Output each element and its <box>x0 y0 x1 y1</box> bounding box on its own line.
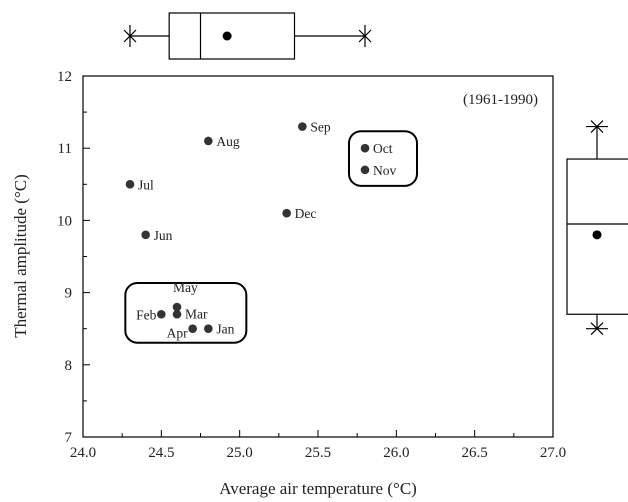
y-axis: 7 8 9 10 11 12 <box>57 69 90 446</box>
point-label: Jul <box>138 177 154 192</box>
annotation-period: (1961-1990) <box>463 92 538 108</box>
x-tick-label: 24.0 <box>70 445 96 461</box>
x-tick-label: 27.0 <box>540 445 566 461</box>
mean-marker <box>222 31 232 41</box>
extreme-marker <box>123 29 137 43</box>
group-boxes <box>124 130 418 344</box>
data-point <box>172 302 182 312</box>
y-tick-label: 7 <box>65 430 73 446</box>
x-tick-label: 26.5 <box>462 445 488 461</box>
boxplot-x <box>123 12 372 60</box>
point-label: Apr <box>167 326 188 341</box>
box-iqr <box>168 12 296 60</box>
x-tick-label: 24.5 <box>148 445 174 461</box>
y-axis-title: Thermal amplitude (°C) <box>11 174 30 338</box>
data-point <box>188 324 197 334</box>
data-point <box>298 122 307 131</box>
data-point <box>172 309 182 319</box>
y-tick-label: 10 <box>57 213 72 229</box>
y-tick-label: 12 <box>57 69 72 85</box>
x-axis-title: Average air temperature (°C) <box>219 479 417 498</box>
extreme-marker <box>590 120 604 133</box>
boxplot-y <box>566 120 628 336</box>
point-label: Jan <box>216 322 234 337</box>
point-label: May <box>173 280 198 295</box>
point-label: Mar <box>185 306 208 321</box>
data-point <box>141 230 150 240</box>
data-point <box>204 324 213 334</box>
point-label: Feb <box>136 307 157 322</box>
y-tick-label: 9 <box>65 286 73 302</box>
point-label: Nov <box>373 163 396 178</box>
point-label: Oct <box>373 141 393 156</box>
mean-marker <box>592 230 602 240</box>
point-label: Jun <box>154 228 173 243</box>
data-point <box>360 143 370 153</box>
point-label: Aug <box>216 134 239 149</box>
data-points: Jan Feb Mar Apr May Jun Jul Aug Sep Oct Nov Dec <box>125 120 396 341</box>
x-axis: 24.0 24.5 25.0 25.5 26.0 26.5 27.0 <box>70 430 566 461</box>
data-point <box>360 165 370 175</box>
data-point <box>125 180 135 189</box>
extreme-marker <box>590 322 604 336</box>
data-point <box>204 136 213 146</box>
group-box <box>124 282 248 344</box>
y-tick-label: 11 <box>58 141 72 157</box>
x-tick-label: 25.0 <box>227 445 253 461</box>
x-tick-label: 26.0 <box>383 445 409 461</box>
extreme-marker <box>358 29 372 43</box>
y-tick-label: 8 <box>65 358 73 374</box>
x-tick-label: 25.5 <box>305 445 331 461</box>
data-point <box>157 309 166 319</box>
box-iqr <box>566 158 628 315</box>
point-label: Dec <box>295 206 317 221</box>
point-label: Sep <box>310 120 331 135</box>
group-box <box>348 130 418 187</box>
data-point <box>282 208 291 218</box>
